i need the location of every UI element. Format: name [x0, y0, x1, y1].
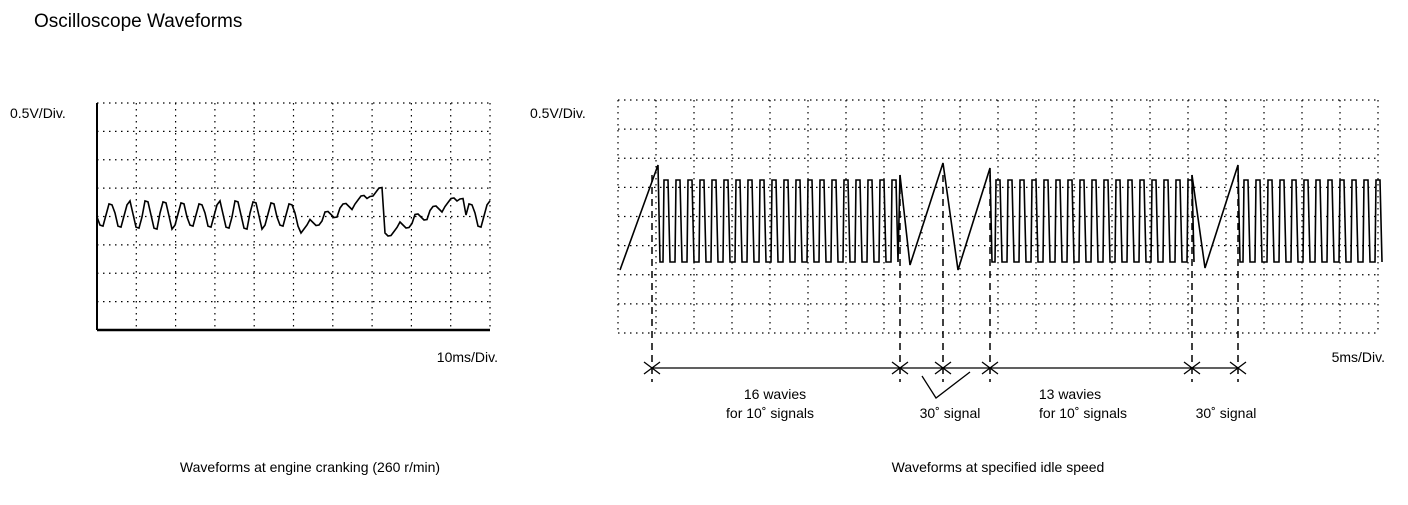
annotation: 30˚ signal — [1196, 405, 1257, 421]
arrow-head — [941, 361, 952, 375]
annotation: 30˚ signal — [920, 405, 981, 421]
caption: Waveforms at specified idle speed — [892, 459, 1105, 475]
cranking-waveform — [96, 186, 491, 237]
volt-scale: 0.5V/Div. — [10, 105, 66, 121]
arrow-head — [650, 361, 661, 375]
right-grid — [617, 99, 1379, 334]
annotation: for 10˚ signals — [1039, 405, 1127, 421]
time-scale: 10ms/Div. — [437, 349, 498, 365]
annotation: 13 wavies — [1039, 386, 1101, 402]
arrow-head — [988, 361, 999, 375]
arrow-head — [1236, 361, 1247, 375]
annotation: 16 wavies — [744, 386, 806, 402]
arrow-head — [1190, 361, 1201, 375]
left-grid — [96, 102, 491, 331]
time-scale: 5ms/Div. — [1332, 349, 1385, 365]
arrow-head — [898, 361, 909, 375]
idle-waveform — [619, 162, 1383, 271]
volt-scale: 0.5V/Div. — [530, 105, 586, 121]
title: Oscilloscope Waveforms — [34, 11, 242, 32]
markers — [643, 175, 1247, 399]
arrow-head — [643, 361, 654, 375]
annotation: for 10˚ signals — [726, 405, 814, 421]
pointer — [921, 371, 971, 399]
caption: Waveforms at engine cranking (260 r/min) — [180, 459, 440, 475]
